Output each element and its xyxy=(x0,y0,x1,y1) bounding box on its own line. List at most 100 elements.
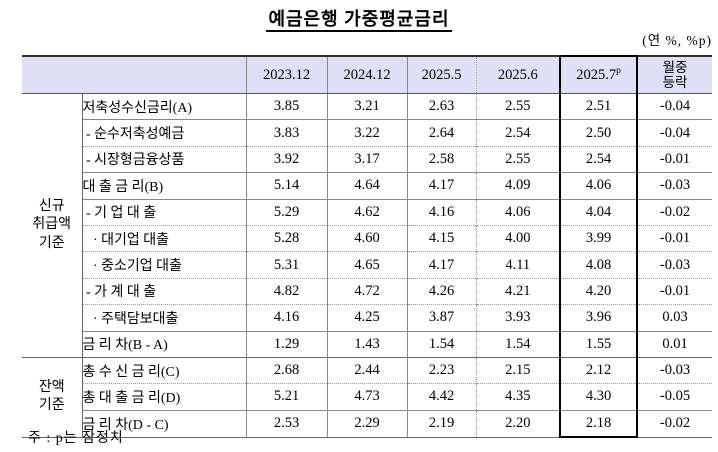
value-cell: 4.64 xyxy=(327,172,408,200)
table-row: 대 출 금 리(B) 5.14 4.64 4.17 4.09 4.06 -0.0… xyxy=(22,172,712,200)
change-value-cell: -0.03 xyxy=(637,172,712,200)
row-label: 총 대 출 금 리(D) xyxy=(82,383,247,411)
highlight-value-cell: 3.99 xyxy=(559,224,638,252)
row-label: 금 리 차(D - C) xyxy=(82,409,247,438)
change-value-cell: -0.01 xyxy=(637,277,712,305)
highlight-value-cell: 2.51 xyxy=(559,93,638,120)
table-row: 금 리 차(D - C) 2.53 2.29 2.19 2.20 2.18 -0… xyxy=(22,409,712,439)
value-cell: 2.68 xyxy=(246,356,328,384)
value-cell: 4.21 xyxy=(476,277,560,305)
value-cell: 2.63 xyxy=(407,93,477,120)
unit-note: (연 %, %p) xyxy=(642,33,712,48)
highlight-value-cell: 4.06 xyxy=(559,172,638,200)
value-cell: 2.29 xyxy=(327,409,408,438)
value-cell: 4.09 xyxy=(476,172,560,200)
value-cell: 2.15 xyxy=(476,356,560,384)
highlight-value-cell: 2.50 xyxy=(559,119,638,147)
value-cell: 1.29 xyxy=(246,330,328,358)
value-cell: 4.16 xyxy=(407,198,477,226)
value-cell: 3.87 xyxy=(407,304,477,332)
value-cell: 4.73 xyxy=(327,383,408,411)
change-value-cell: 0.03 xyxy=(637,304,712,332)
value-cell: 3.21 xyxy=(327,93,408,120)
value-cell: 4.00 xyxy=(476,224,560,252)
value-cell: 4.72 xyxy=(327,277,408,305)
value-cell: 2.54 xyxy=(476,119,560,147)
highlight-value-cell: 2.12 xyxy=(559,356,638,384)
row-label: 금 리 차(B - A) xyxy=(82,330,247,358)
col-header-2023-12: 2023.12 xyxy=(246,55,328,94)
group-label-balance-basis: 잔액 기준 xyxy=(22,356,83,438)
value-cell: 3.22 xyxy=(327,119,408,147)
value-cell: 5.31 xyxy=(246,251,328,279)
value-cell: 3.83 xyxy=(246,119,328,147)
value-cell: 3.92 xyxy=(246,145,328,173)
row-label: - 시장형금융상품 xyxy=(82,145,247,173)
value-cell: 4.62 xyxy=(327,198,408,226)
value-cell: 4.15 xyxy=(407,224,477,252)
table-row: - 순수저축성예금 3.83 3.22 2.64 2.54 2.50 -0.04 xyxy=(22,119,712,147)
col-header-2025-7-highlighted: 2025.7p xyxy=(559,55,638,94)
provisional-superscript: p xyxy=(616,65,621,76)
highlight-value-cell: 1.55 xyxy=(559,330,638,358)
value-cell: 5.14 xyxy=(246,172,328,200)
value-cell: 3.85 xyxy=(246,93,328,120)
change-value-cell: -0.04 xyxy=(659,98,691,115)
value-cell: 2.53 xyxy=(246,409,328,438)
value-cell: 4.60 xyxy=(327,224,408,252)
highlight-value-cell: 2.18 xyxy=(559,409,638,439)
value-cell: 4.11 xyxy=(476,251,560,279)
page-title: 예금은행 가중평균금리 xyxy=(0,5,718,32)
table-row: · 주택담보대출 4.16 4.25 3.87 3.93 3.96 0.03 xyxy=(22,304,712,332)
weighted-average-rates-table: 2023.12 2024.12 2025.5 2025.6 2025.7p 월중… xyxy=(22,55,712,439)
change-value-cell: -0.02 xyxy=(637,409,712,438)
row-label: 총 수 신 금 리(C) xyxy=(82,356,247,384)
row-label: 대 출 금 리(B) xyxy=(82,172,247,200)
table-row: · 중소기업 대출 5.31 4.65 4.17 4.11 4.08 -0.03 xyxy=(22,251,712,279)
value-cell: 4.06 xyxy=(476,198,560,226)
col-header-2024-12: 2024.12 xyxy=(327,55,408,94)
change-value-cell: -0.05 xyxy=(637,383,712,411)
table-row: - 가 계 대 출 4.82 4.72 4.26 4.21 4.20 -0.01 xyxy=(22,277,712,305)
table-row: - 시장형금융상품 3.92 3.17 2.58 2.55 2.54 -0.01 xyxy=(22,145,712,173)
value-cell: 4.17 xyxy=(407,172,477,200)
monthly-change-line2: 등락 xyxy=(662,75,688,90)
value-cell: 4.16 xyxy=(246,304,328,332)
value-cell: 4.17 xyxy=(407,251,477,279)
col-header-2025-6: 2025.6 xyxy=(476,55,560,94)
value-cell: 1.43 xyxy=(327,330,408,358)
value-cell: 2.44 xyxy=(327,356,408,384)
value-cell: 1.54 xyxy=(476,330,560,358)
group-label-new-business: 신규 취급액 기준 xyxy=(22,93,83,358)
value-cell: 1.54 xyxy=(407,330,477,358)
row-label: 저축성수신금리(A) xyxy=(82,93,247,120)
value-cell: 5.21 xyxy=(246,383,328,411)
row-label: · 대기업 대출 xyxy=(82,224,247,252)
row-label: - 가 계 대 출 xyxy=(82,277,247,305)
row-label: - 기 업 대 출 xyxy=(82,198,247,226)
table-row: 신규 취급액 기준 저축성수신금리(A) 3.85 3.21 2.63 2.55… xyxy=(22,93,712,358)
change-value-cell: -0.03 xyxy=(637,356,712,384)
highlight-value-cell: 2.54 xyxy=(559,145,638,173)
footnote: 주 : p는 잠정치 xyxy=(28,431,124,446)
value-cell: 2.19 xyxy=(407,409,477,438)
change-value-cell: 0.01 xyxy=(637,330,712,358)
value-cell: 4.82 xyxy=(246,277,328,305)
value-cell: 4.25 xyxy=(327,304,408,332)
change-value-cell: -0.01 xyxy=(637,145,712,173)
table-row: - 기 업 대 출 5.29 4.62 4.16 4.06 4.04 -0.02 xyxy=(22,198,712,226)
change-value-cell: -0.03 xyxy=(637,251,712,279)
table-row: 총 대 출 금 리(D) 5.21 4.73 4.42 4.35 4.30 -0… xyxy=(22,383,712,411)
row-label: · 주택담보대출 xyxy=(82,304,247,332)
table-row: 잔액 기준 총 수 신 금 리(C) 2.68 2.44 2.23 2.15 2… xyxy=(22,356,712,438)
value-cell: 2.55 xyxy=(505,98,531,115)
table-row: 금 리 차(B - A) 1.29 1.43 1.54 1.54 1.55 0.… xyxy=(22,330,712,358)
value-cell: 5.28 xyxy=(246,224,328,252)
monthly-change-line1: 월중 xyxy=(662,59,688,75)
header-row: 2023.12 2024.12 2025.5 2025.6 2025.7p 월중… xyxy=(22,55,712,94)
col-header-2025-5: 2025.5 xyxy=(407,55,477,94)
value-cell: 4.42 xyxy=(407,383,477,411)
row-label: · 중소기업 대출 xyxy=(82,251,247,279)
value-cell: 3.17 xyxy=(327,145,408,173)
highlight-value-cell: 4.20 xyxy=(559,277,638,305)
